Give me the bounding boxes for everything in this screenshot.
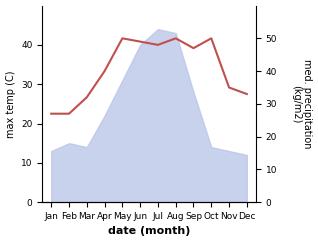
Y-axis label: max temp (C): max temp (C) [5,70,16,138]
X-axis label: date (month): date (month) [108,227,190,236]
Y-axis label: med. precipitation
(kg/m2): med. precipitation (kg/m2) [291,59,313,149]
